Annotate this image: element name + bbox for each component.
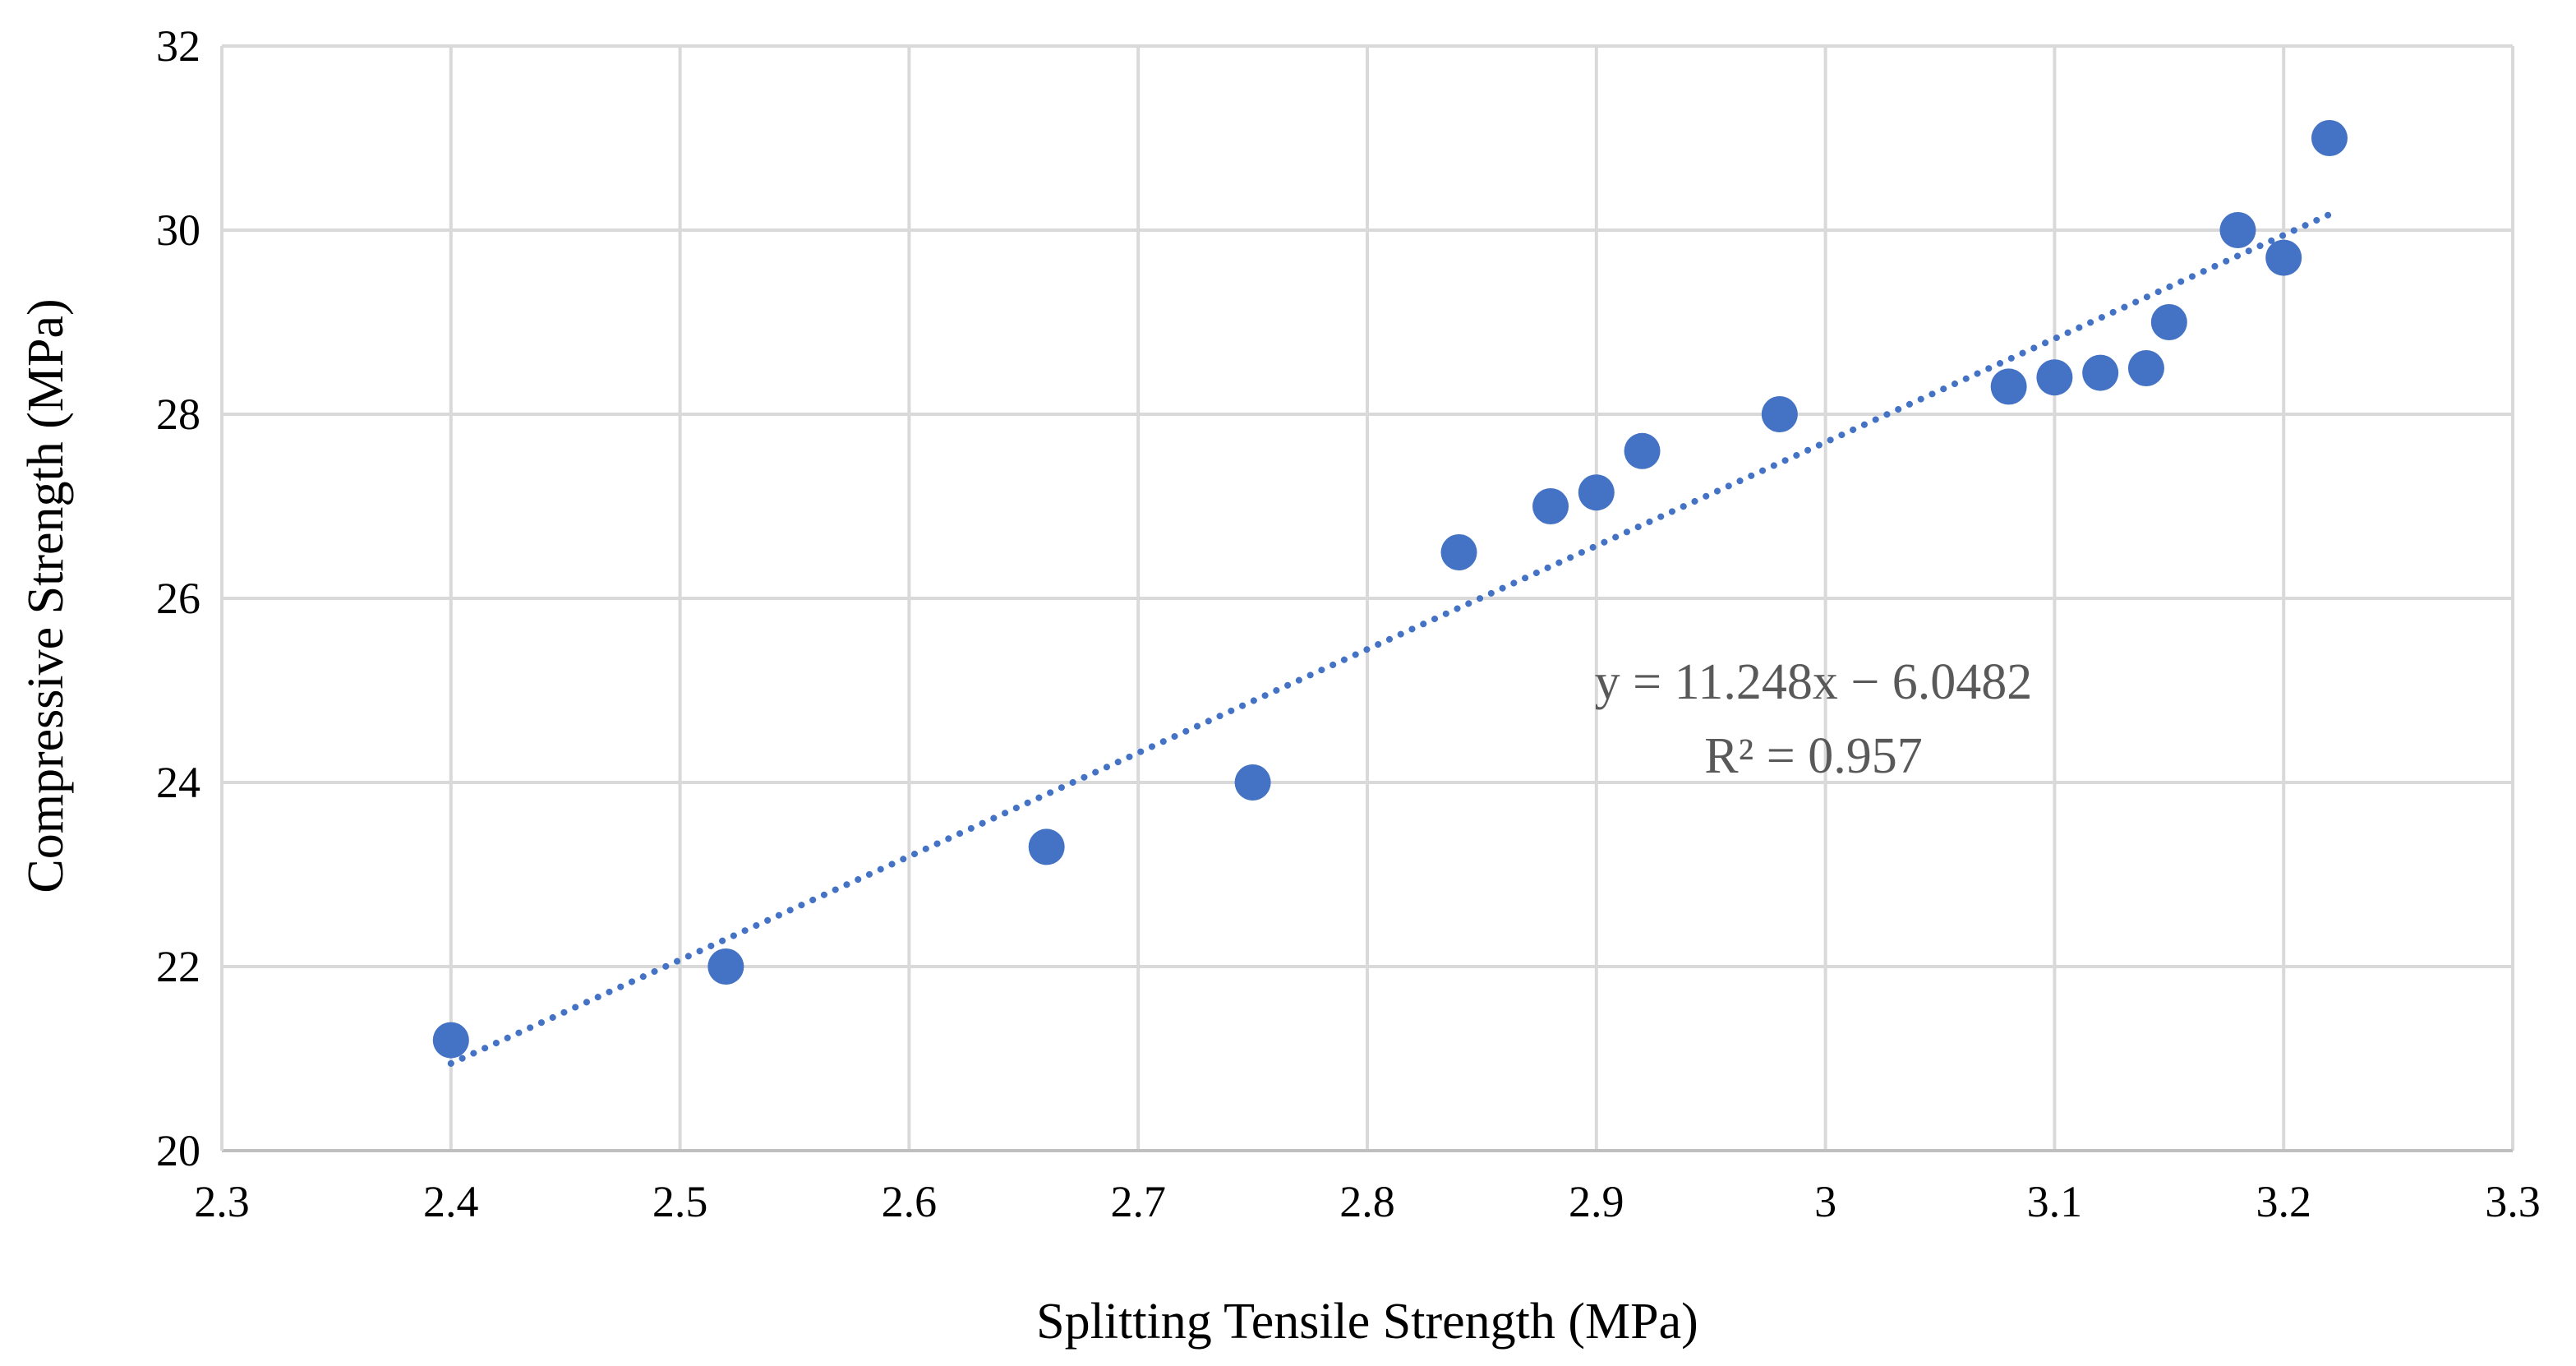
data-point (1234, 764, 1271, 801)
axes (220, 46, 2513, 1152)
x-axis-title: Splitting Tensile Strength (MPa) (1036, 1294, 1698, 1350)
x-tick-label: 2.9 (1569, 1177, 1624, 1226)
data-point (2219, 212, 2256, 248)
gridlines (222, 44, 2514, 1151)
x-tick-label: 2.4 (423, 1177, 479, 1226)
y-tick-label: 32 (156, 21, 200, 71)
y-tick-label: 20 (156, 1126, 200, 1175)
data-point (2036, 359, 2073, 396)
x-tick-label: 2.8 (1339, 1177, 1395, 1226)
data-point (1990, 368, 2027, 405)
y-tick-label: 26 (156, 574, 200, 623)
x-tick-label: 3.2 (2256, 1177, 2311, 1226)
data-point (1028, 828, 1065, 865)
trendline-r-squared: R² = 0.957 (1704, 728, 1922, 784)
data-point (2127, 350, 2164, 386)
data-point (1624, 432, 1661, 469)
y-tick-label: 30 (156, 205, 200, 255)
x-axis-tick-labels: 2.3 2.4 2.5 2.6 2.7 2.8 2.9 3 3.1 3.2 3.3 (194, 1177, 2541, 1226)
x-tick-label: 2.7 (1110, 1177, 1166, 1226)
data-point (1578, 474, 1615, 511)
x-tick-label: 3.1 (2027, 1177, 2083, 1226)
x-tick-label: 3.3 (2485, 1177, 2541, 1226)
trendline-group (447, 210, 2333, 1067)
x-tick-label: 3 (1814, 1177, 1836, 1226)
y-tick-label: 28 (156, 390, 200, 439)
y-tick-label: 24 (156, 758, 200, 807)
x-tick-label: 2.5 (652, 1177, 708, 1226)
x-tick-label: 2.3 (194, 1177, 250, 1226)
y-tick-label: 22 (156, 942, 200, 991)
data-point (2082, 354, 2119, 391)
data-point (707, 948, 744, 985)
y-axis-tick-labels: 20 22 24 26 28 30 32 (156, 21, 200, 1175)
data-point (2265, 239, 2302, 276)
data-point (1440, 534, 1477, 570)
data-point (432, 1022, 469, 1059)
x-tick-label: 2.6 (882, 1177, 938, 1226)
data-point (2150, 304, 2187, 340)
data-points (432, 120, 2348, 1059)
y-axis-title: Compressive Strength (MPa) (18, 298, 74, 893)
data-point (2311, 120, 2348, 156)
trendline-equation: y = 11.248x − 6.0482 (1595, 654, 2033, 710)
data-point (1532, 488, 1569, 524)
trendline (447, 210, 2333, 1067)
data-point (1761, 396, 1798, 432)
